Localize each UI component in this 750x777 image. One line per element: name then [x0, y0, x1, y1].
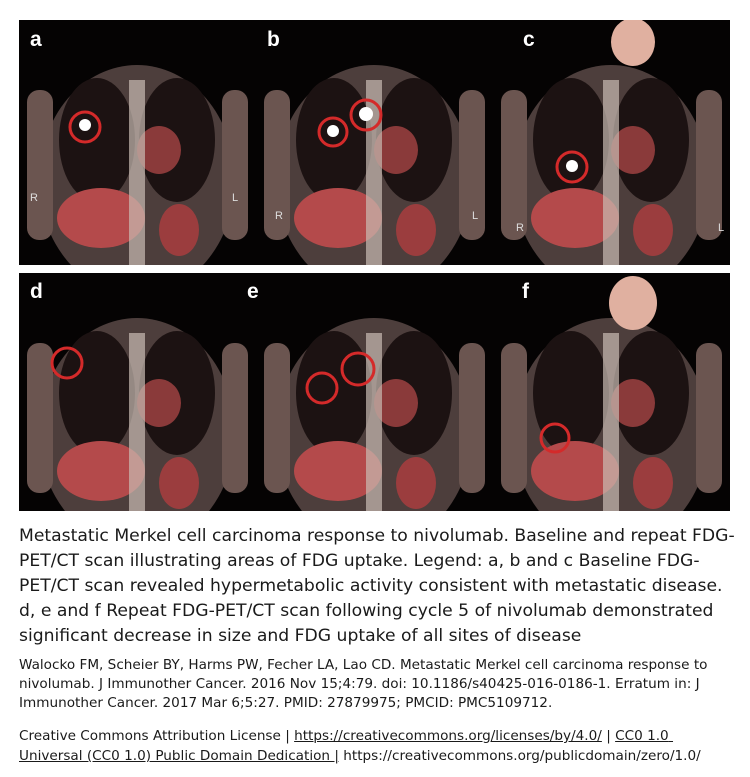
lesion-circle [349, 98, 383, 132]
orientation-label: R [275, 210, 283, 222]
cc0-url: https://creativecommons.org/publicdomain… [338, 748, 701, 764]
license-text: Creative Commons Attribution License | [19, 728, 295, 744]
license: Creative Commons Attribution License | h… [19, 726, 735, 766]
separator: | [601, 728, 616, 744]
panel-d [19, 273, 256, 511]
license-link[interactable]: https://creativecommons.org/licenses/by/… [294, 728, 602, 744]
cc0-link[interactable]: CC0 1.0 Universal (CC0 1.0) Public Domai… [19, 728, 674, 764]
hotspot [566, 160, 578, 172]
panel-label: f [522, 280, 530, 303]
hotspot [359, 107, 373, 121]
hotspot [327, 125, 339, 137]
orientation-label: L [232, 192, 238, 204]
lesion-circle [305, 371, 339, 405]
panel-a [19, 20, 256, 265]
panel-label: b [267, 28, 280, 51]
panel-label: d [30, 280, 43, 303]
orientation-label: R [30, 192, 38, 204]
lesion-circle [68, 110, 102, 144]
caption: Metastatic Merkel cell carcinoma respons… [19, 526, 735, 646]
lesion-circle [50, 346, 84, 380]
lesion-markers [50, 98, 589, 454]
figure-image: a b c d e f R L R L R L [19, 20, 730, 511]
lesion-circle [340, 351, 376, 387]
orientation-label: L [472, 210, 478, 222]
panel-e [256, 273, 493, 511]
panel-f [493, 273, 730, 511]
orientation-label: R [516, 222, 524, 234]
panel-c [493, 20, 730, 265]
hotspot [79, 119, 91, 131]
panel-label: a [30, 28, 42, 51]
orientation-label: L [718, 222, 724, 234]
panel-label: e [247, 280, 259, 303]
lesion-circle [539, 422, 571, 454]
lesion-circle [317, 116, 349, 148]
hotspots [79, 107, 578, 172]
citation: Walocko FM, Scheier BY, Harms PW, Fecher… [19, 657, 708, 711]
lesion-circle [555, 150, 589, 184]
panel-label: c [523, 28, 535, 51]
panel-b [256, 20, 493, 265]
